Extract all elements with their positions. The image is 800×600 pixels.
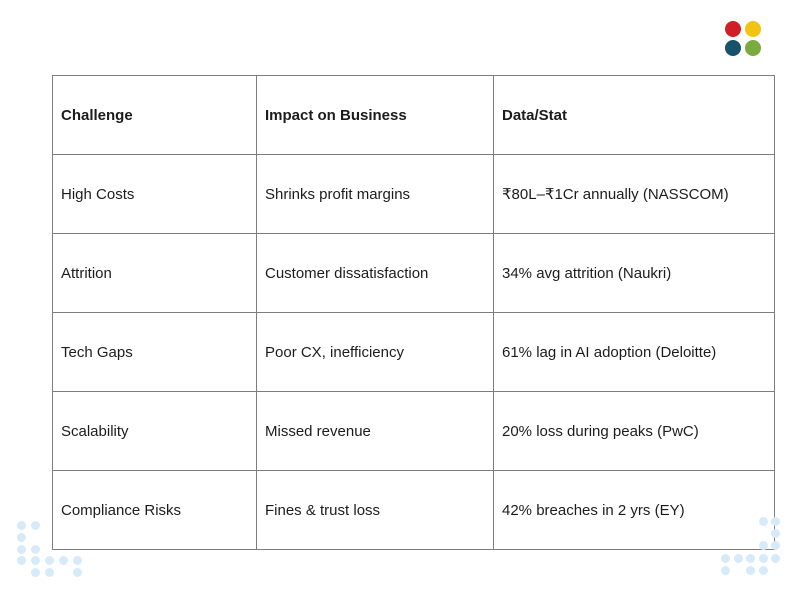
decor-dot <box>770 540 780 550</box>
decor-dot <box>30 567 40 577</box>
table-cell: Shrinks profit margins <box>256 154 494 234</box>
table-cell: Compliance Risks <box>52 470 257 550</box>
table-cell: Poor CX, inefficiency <box>256 312 494 392</box>
table-cell: 34% avg attrition (Naukri) <box>493 233 775 313</box>
decor-dot <box>30 544 40 554</box>
decor-dot <box>758 553 768 563</box>
logo-green-dot-icon <box>745 40 761 56</box>
column-header-impact: Impact on Business <box>256 75 494 155</box>
decor-dot <box>770 528 780 538</box>
decor-dot <box>16 532 26 542</box>
decor-dot <box>72 567 82 577</box>
decor-dot <box>770 553 780 563</box>
decor-dot <box>758 565 768 575</box>
logo-yellow-dot-icon <box>745 21 761 37</box>
table-row: Compliance Risks Fines & trust loss 42% … <box>52 470 775 550</box>
table-row: Tech Gaps Poor CX, inefficiency 61% lag … <box>52 312 775 392</box>
table-cell: Scalability <box>52 391 257 471</box>
table-cell: ₹80L–₹1Cr annually (NASSCOM) <box>493 154 775 234</box>
decor-dot <box>16 544 26 554</box>
table-row: High Costs Shrinks profit margins ₹80L–₹… <box>52 154 775 234</box>
table-cell: High Costs <box>52 154 257 234</box>
decor-dot <box>758 516 768 526</box>
table-cell: Attrition <box>52 233 257 313</box>
decor-dot <box>72 555 82 565</box>
decor-dot <box>30 520 40 530</box>
decor-dot <box>44 567 54 577</box>
table-cell: Tech Gaps <box>52 312 257 392</box>
decor-dot <box>16 520 26 530</box>
challenges-table: Challenge Impact on Business Data/Stat H… <box>52 75 775 550</box>
table-cell: Customer dissatisfaction <box>256 233 494 313</box>
decor-dot <box>758 540 768 550</box>
four-dot-logo <box>725 21 761 56</box>
decor-dot <box>58 555 68 565</box>
column-header-data-stat: Data/Stat <box>493 75 775 155</box>
table-cell: Fines & trust loss <box>256 470 494 550</box>
logo-teal-dot-icon <box>725 40 741 56</box>
table-cell: 61% lag in AI adoption (Deloitte) <box>493 312 775 392</box>
logo-red-dot-icon <box>725 21 741 37</box>
table-cell: Missed revenue <box>256 391 494 471</box>
table-header-row: Challenge Impact on Business Data/Stat <box>52 75 775 155</box>
decor-dot <box>745 565 755 575</box>
decor-dot <box>770 516 780 526</box>
decor-dot <box>16 555 26 565</box>
decor-dot <box>30 555 40 565</box>
decor-dot <box>720 553 730 563</box>
decor-dot <box>720 565 730 575</box>
table-cell: 20% loss during peaks (PwC) <box>493 391 775 471</box>
column-header-challenge: Challenge <box>52 75 257 155</box>
table-cell: 42% breaches in 2 yrs (EY) <box>493 470 775 550</box>
decor-dot <box>733 553 743 563</box>
table-row: Attrition Customer dissatisfaction 34% a… <box>52 233 775 313</box>
table-row: Scalability Missed revenue 20% loss duri… <box>52 391 775 471</box>
decor-dot <box>745 553 755 563</box>
decor-dot <box>44 555 54 565</box>
